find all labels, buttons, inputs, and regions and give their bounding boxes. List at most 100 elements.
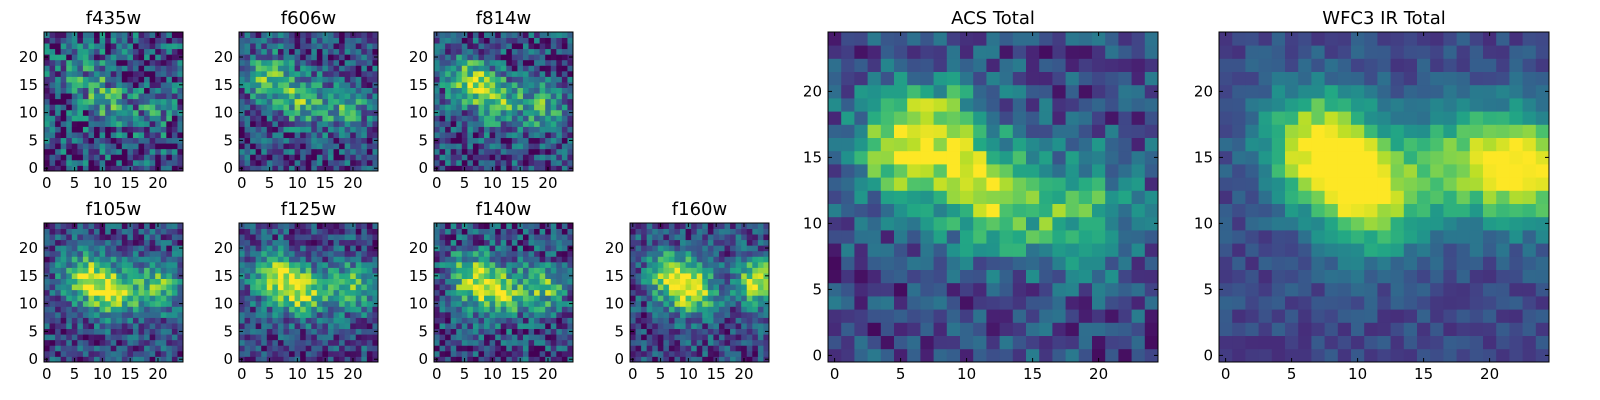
heatmap-cell [434,323,440,330]
heatmap-cell [138,311,145,318]
heatmap-cell [272,300,279,307]
heatmap-cell [138,295,145,302]
heatmap-cell [495,43,502,50]
heatmap-cell [511,70,518,77]
heatmap-cell [132,82,139,88]
heatmap-cell [506,54,513,61]
heatmap-cell [77,143,84,150]
heatmap-cell [239,70,245,77]
heatmap-cell [132,278,139,285]
heatmap-cell [841,348,855,363]
heatmap-cell [311,306,318,313]
heatmap-cell [456,334,463,341]
heatmap-cell [71,70,78,77]
heatmap-cell [322,234,329,241]
heatmap-cell [478,261,485,268]
heatmap-cell [489,132,496,139]
heatmap-cell [333,115,340,122]
heatmap-cell [361,273,368,279]
heatmap-cell [361,37,368,44]
heatmap-cell [283,334,290,341]
heatmap-cell [116,323,123,330]
heatmap-cell [907,269,921,284]
heatmap-cell [339,143,346,150]
heatmap-cell [316,261,323,268]
heatmap-cell [461,300,468,307]
heatmap-cell [105,345,112,352]
heatmap-cell [44,239,50,246]
heatmap-cell [44,65,50,72]
heatmap-cell [60,284,67,291]
x-tick-label: 10 [93,365,112,383]
heatmap-cell [635,323,642,330]
heatmap-cell [1052,216,1066,231]
heatmap-cell [116,143,123,150]
heatmap-cell [289,267,295,274]
heatmap-cell [741,311,748,318]
heatmap-cell [105,239,112,246]
heatmap-cell [339,76,346,83]
heatmap-cell [49,284,56,291]
heatmap-cell [344,328,351,335]
heatmap-cell [283,59,290,66]
heatmap-cell [434,104,440,111]
heatmap-cell [311,70,318,77]
heatmap-cell [372,323,379,330]
heatmap-cell [630,267,636,274]
heatmap-cell [71,256,78,263]
heatmap-cell [344,43,351,50]
heatmap-cell [110,132,117,139]
heatmap-cell [350,154,357,161]
heatmap-cell [511,120,518,127]
heatmap-cell [49,32,56,38]
heatmap-cell [239,284,245,291]
heatmap-cell [652,256,659,263]
heatmap-cell [94,261,100,268]
heatmap-cell [166,267,173,274]
heatmap-cell [116,306,123,313]
heatmap-cell [696,273,703,279]
heatmap-cell [517,228,524,235]
heatmap-cell [489,267,496,274]
heatmap-cell [305,300,312,307]
heatmap-cell [99,311,106,318]
heatmap-cells [630,223,770,363]
heatmap-cell [668,267,675,274]
heatmap-cell [116,228,123,235]
heatmap-cell [99,295,106,302]
heatmap-cell [327,306,334,313]
heatmap-cell [121,245,128,252]
heatmap-cell [713,317,720,324]
heatmap-cell [500,132,507,139]
heatmap-cell [66,115,73,122]
heatmap-cell [478,104,485,111]
heatmap-cell [461,339,468,346]
heatmap-cell [567,228,574,235]
heatmap-cell [344,261,351,268]
heatmap-cell [724,278,731,285]
heatmap-cell [316,289,323,296]
heatmap-cell [71,311,78,318]
heatmap-cell [149,70,156,77]
heatmap-cell [289,284,295,291]
heatmap-cell [741,345,748,352]
heatmap-cell [77,132,84,139]
heatmap-cell [88,154,95,161]
heatmap-cell [105,104,112,111]
heatmap-cell [344,256,351,263]
heatmap-cell [333,345,340,352]
heatmap-cell [55,109,62,116]
heatmap-cell [144,300,151,307]
heatmap-cell [439,278,446,285]
heatmap-cell [344,334,351,341]
heatmap-cell [261,93,268,100]
heatmap-cell [77,104,84,111]
heatmap-cell [339,87,346,94]
heatmap-cell [534,284,541,291]
heatmap-cell [144,261,151,268]
heatmap-cell [534,165,541,172]
heatmap-cell [333,48,340,55]
heatmap-cell [880,216,895,231]
heatmap-cell [277,350,284,357]
heatmap-cell [946,309,961,323]
